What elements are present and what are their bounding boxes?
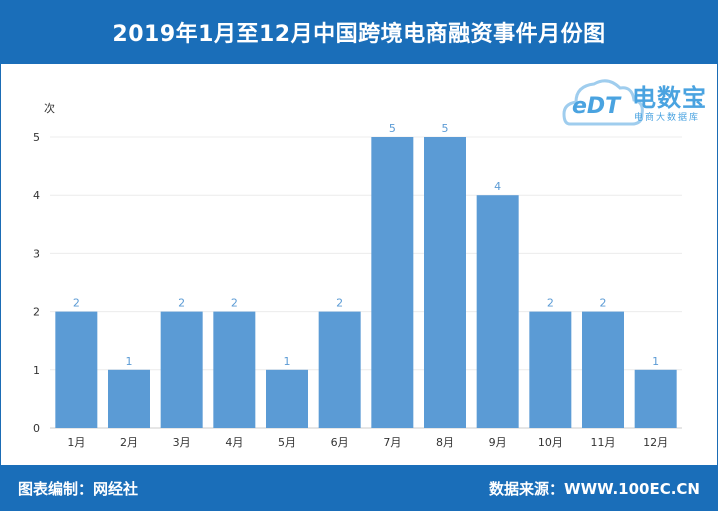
y-tick-label: 1	[33, 364, 40, 377]
y-tick-label: 5	[33, 131, 40, 144]
bar-value-label: 1	[652, 355, 659, 368]
logo-mark: eDT	[572, 94, 621, 119]
bar-1月	[55, 311, 98, 428]
x-tick-label: 3月	[173, 436, 191, 449]
bar-8月	[424, 137, 466, 428]
bar-value-label: 2	[231, 297, 238, 310]
bar-9月	[476, 195, 519, 428]
bar-6月	[318, 311, 361, 428]
y-tick-label: 4	[33, 189, 40, 202]
x-tick-label: 11月	[591, 436, 616, 449]
bar-3月	[160, 311, 203, 428]
bar-value-label: 4	[494, 180, 501, 193]
bar-5月	[266, 369, 308, 428]
bar-4月	[213, 311, 256, 428]
logo-name: 电数宝	[632, 84, 707, 112]
y-tick-label: 0	[33, 422, 40, 435]
brand-logo: eDT 电数宝 电商大数据库	[562, 72, 712, 132]
y-tick-label: 2	[33, 306, 40, 319]
x-tick-label: 5月	[278, 436, 296, 449]
x-tick-label: 2月	[120, 436, 138, 449]
x-tick-label: 10月	[538, 436, 563, 449]
logo-subtitle: 电商大数据库	[634, 113, 701, 123]
y-axis-label: 次	[44, 101, 55, 115]
header-bar: 2019年1月至12月中国跨境电商融资事件月份图	[0, 0, 718, 64]
bar-value-label: 2	[178, 297, 185, 310]
footer-source-editor: 图表编制：网经社	[18, 479, 139, 498]
x-tick-label: 1月	[67, 436, 85, 449]
footer-bar: 图表编制：网经社 数据来源：WWW.100EC.CN	[0, 465, 718, 511]
chart-title: 2019年1月至12月中国跨境电商融资事件月份图	[112, 22, 606, 47]
bar-2月	[108, 369, 150, 428]
bar-11月	[582, 311, 624, 428]
bar-value-label: 2	[600, 297, 607, 310]
x-tick-label: 12月	[643, 436, 668, 449]
bar-value-label: 1	[284, 355, 291, 368]
x-tick-label: 4月	[225, 436, 243, 449]
x-tick-label: 8月	[436, 436, 454, 449]
cloud-icon	[562, 79, 644, 126]
bar-10月	[529, 311, 572, 428]
x-tick-label: 9月	[489, 436, 507, 449]
x-tick-label: 6月	[331, 436, 349, 449]
chart-area: 次 0 1 2 3 4 5 2 1月 1 2月 2 3月 2 4月 1 5月 2 6月 5 7月 5 8月 4 9月 2 10月 2…	[0, 64, 718, 465]
bar-chart: 次 01234521月12月23月24月15月26月57月58月49月210月2…	[33, 101, 682, 449]
bar-value-label: 5	[389, 122, 396, 135]
bar-7月	[371, 137, 414, 428]
bar-value-label: 2	[336, 297, 343, 310]
bar-value-label: 1	[126, 355, 133, 368]
x-tick-label: 7月	[383, 436, 401, 449]
bar-value-label: 2	[547, 297, 554, 310]
bar-value-label: 5	[442, 122, 449, 135]
footer-data-source: 数据来源：WWW.100EC.CN	[489, 479, 700, 498]
y-tick-label: 3	[33, 247, 40, 260]
bar-12月	[634, 369, 677, 428]
bar-value-label: 2	[73, 297, 80, 310]
